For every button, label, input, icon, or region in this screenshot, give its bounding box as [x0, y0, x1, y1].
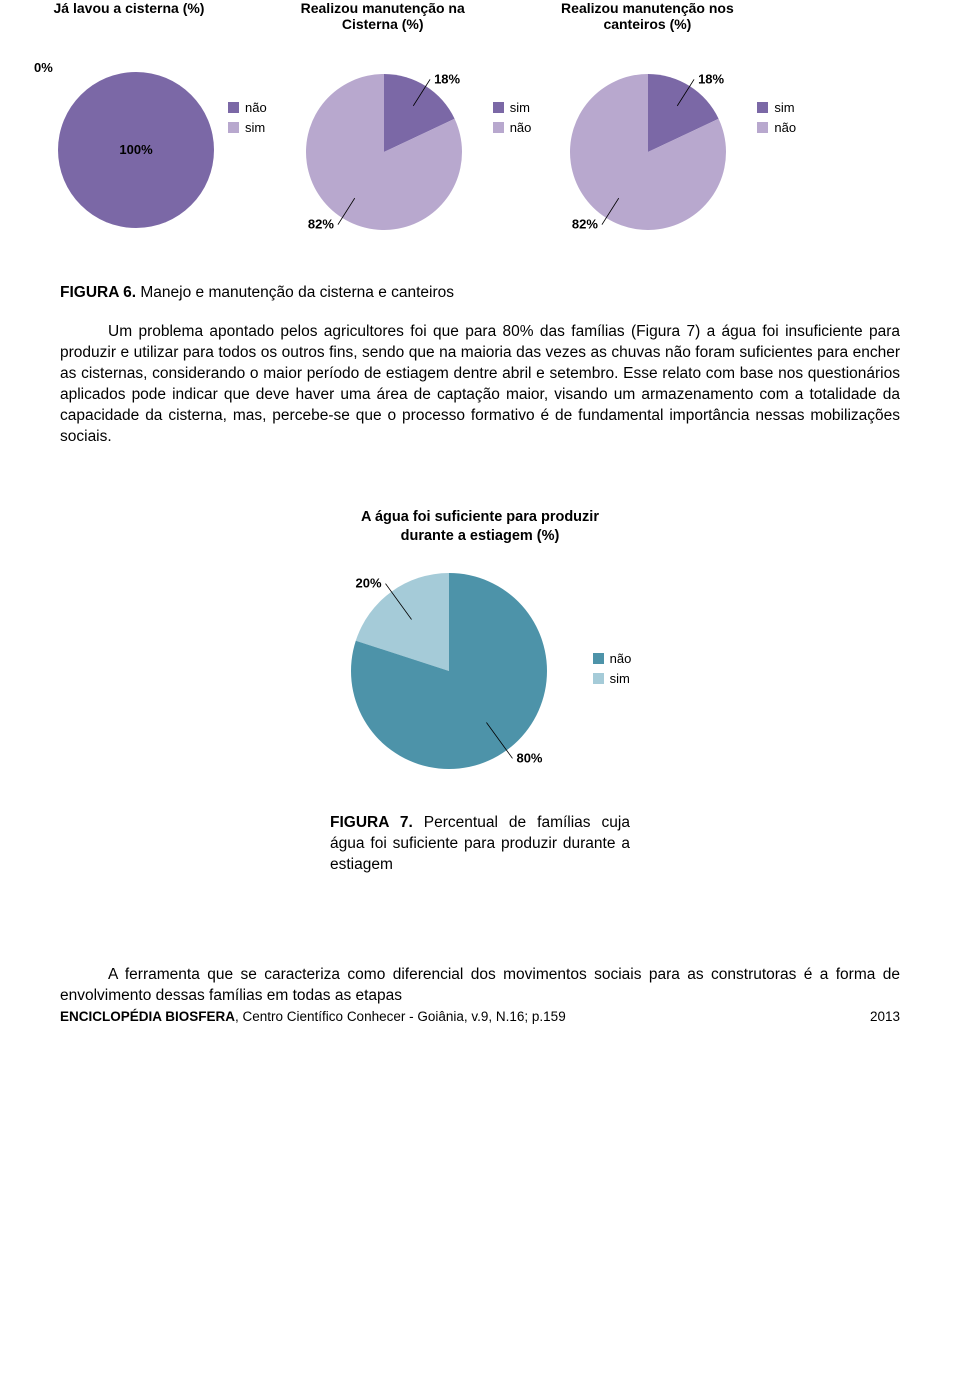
pie-chart-lavou-cisterna: Já lavou a cisterna (%) 0% 100% não sim: [40, 0, 267, 234]
svg-text:20%: 20%: [355, 575, 381, 590]
footer-journal-info: , Centro Científico Conhecer - Goiânia, …: [235, 1009, 543, 1024]
legend-item-label: sim: [510, 100, 530, 115]
footer-journal-name: ENCICLOPÉDIA BIOSFERA: [60, 1009, 235, 1024]
figure-text: Manejo e manutenção da cisterna e cantei…: [136, 284, 454, 301]
pie-svg-mid: 20% 80%: [329, 561, 569, 777]
svg-text:82%: 82%: [572, 217, 598, 230]
page-footer: ENCICLOPÉDIA BIOSFERA, Centro Científico…: [0, 1007, 960, 1034]
figure-7-caption: FIGURA 7. Percentual de famílias cuja ág…: [330, 813, 630, 876]
pie-chart-manutencao-canteiros: Realizou manutenção nos canteiros (%) 18…: [547, 0, 796, 234]
legend-item-label: não: [610, 651, 632, 666]
legend: sim não: [493, 100, 532, 135]
pie-svg-3: 18% 82%: [552, 62, 742, 230]
chart-title: Já lavou a cisterna (%): [49, 0, 209, 54]
paragraph-1: Um problema apontado pelos agricultores …: [0, 312, 960, 458]
legend: sim não: [757, 100, 796, 135]
pie-svg-1: 100%: [40, 62, 218, 230]
svg-text:80%: 80%: [516, 750, 542, 765]
figure-label: FIGURA 6.: [60, 284, 136, 301]
legend-item-label: sim: [245, 120, 265, 135]
legend-item-label: sim: [774, 100, 794, 115]
chart-title: A água foi suficiente para produzir dura…: [350, 508, 610, 547]
svg-text:18%: 18%: [434, 71, 460, 86]
legend-item-label: não: [774, 120, 796, 135]
svg-text:82%: 82%: [308, 217, 334, 230]
chart-title: Realizou manutenção nos canteiros (%): [547, 0, 747, 54]
footer-page-number: 159: [543, 1009, 566, 1024]
legend-item-label: sim: [610, 671, 630, 686]
mid-chart-agua-suficiente: A água foi suficiente para produzir dura…: [0, 458, 960, 906]
legend-item-label: não: [510, 120, 532, 135]
outside-label: 0%: [34, 60, 53, 75]
pie-svg-2: 18% 82%: [288, 62, 478, 230]
pie-chart-manutencao-cisterna: Realizou manutenção na Cisterna (%) 18% 8…: [283, 0, 532, 234]
footer-year: 2013: [870, 1009, 900, 1024]
paragraph-2: A ferramenta que se caracteriza como dif…: [0, 905, 960, 1007]
legend: não sim: [228, 100, 267, 135]
legend-item-label: não: [245, 100, 267, 115]
svg-text:100%: 100%: [119, 142, 153, 157]
chart-title: Realizou manutenção na Cisterna (%): [283, 0, 483, 54]
figure-6-caption: FIGURA 6. Manejo e manutenção da cistern…: [0, 254, 960, 312]
svg-text:18%: 18%: [698, 71, 724, 86]
top-charts-row: Já lavou a cisterna (%) 0% 100% não sim …: [0, 0, 960, 254]
figure-label: FIGURA 7.: [330, 814, 413, 831]
legend: não sim: [593, 651, 632, 686]
